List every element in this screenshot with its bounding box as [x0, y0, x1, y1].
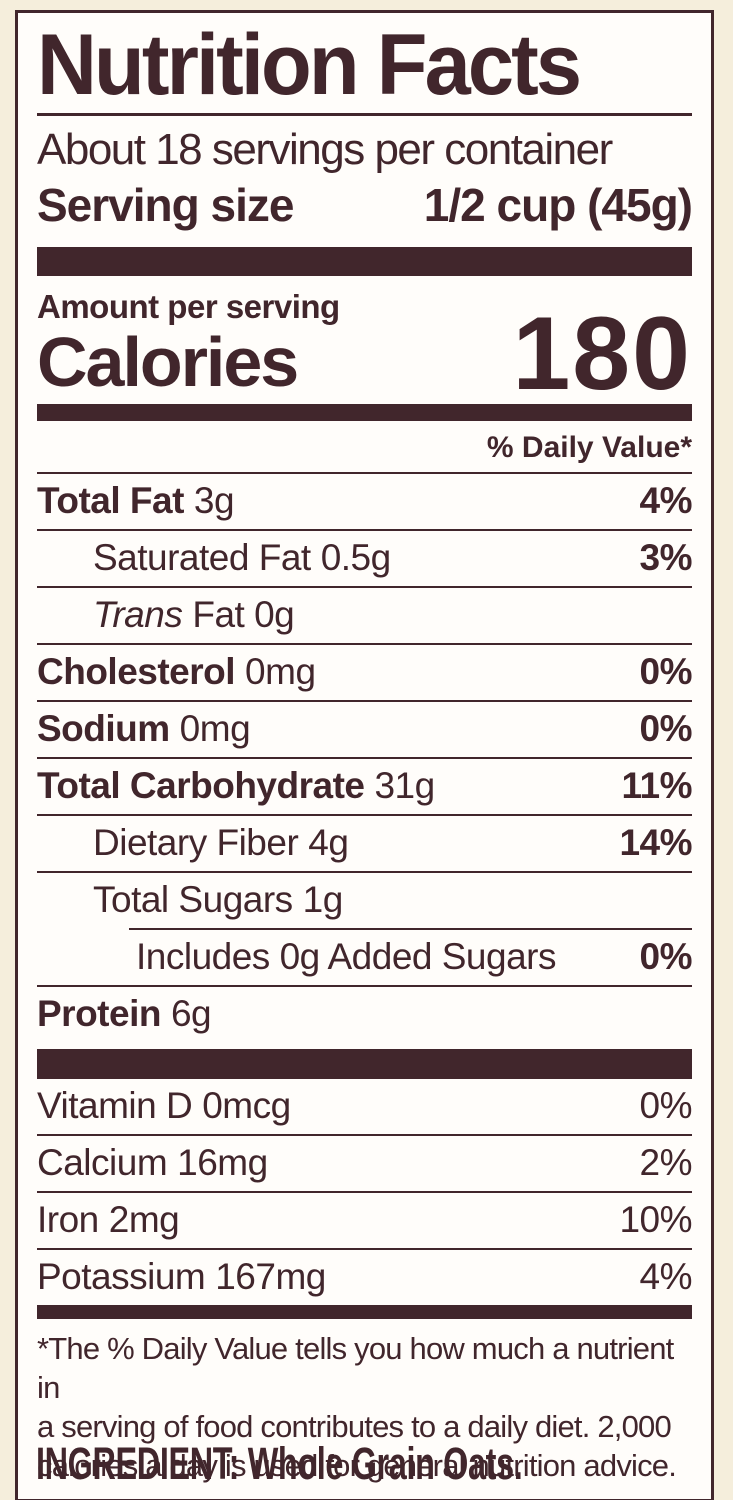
vitamin-amount: 0mcg	[202, 1085, 291, 1126]
vitamin-row-potassium: Potassium 167mg 4%	[37, 1250, 693, 1305]
vitamin-dv: 0%	[639, 1085, 693, 1126]
nutrient-row-trans-fat: Trans Fat 0g	[37, 588, 692, 645]
nutrient-amount: 3g	[193, 480, 235, 521]
nutrient-row-added-sugars: Includes 0g Added Sugars 0%	[37, 930, 693, 987]
daily-value-header: % Daily Value*	[37, 421, 692, 474]
vitamin-row-calcium: Calcium 16mg 2%	[37, 1136, 693, 1193]
vitamin-dv: 2%	[639, 1142, 693, 1183]
nutrient-name: Includes 0g Added Sugars	[136, 936, 557, 977]
nutrient-dv: 3%	[639, 537, 693, 578]
nutrient-amount: 6g	[170, 993, 212, 1034]
vitamin-name: Calcium	[37, 1142, 168, 1183]
nutrient-amount: Fat 0g	[192, 594, 295, 635]
section-bar-micronutrients	[37, 1049, 692, 1079]
vitamin-row-iron: Iron 2mg 10%	[37, 1193, 692, 1250]
nutrient-dv: 14%	[619, 822, 692, 863]
nutrient-dv: 0%	[639, 651, 693, 692]
calories-label: Calories	[37, 323, 299, 401]
nutrient-dv: 0%	[639, 708, 693, 749]
nutrient-name: Sodium	[37, 708, 170, 749]
vitamin-name: Vitamin D	[37, 1085, 193, 1126]
vitamin-name: Iron	[37, 1199, 99, 1240]
nutrient-name: Dietary Fiber	[93, 822, 299, 863]
vitamin-amount: 2mg	[108, 1199, 180, 1240]
section-bar-top	[37, 247, 692, 276]
serving-size-label: Serving size	[37, 179, 294, 231]
nutrient-dv: 11%	[621, 765, 692, 806]
vitamin-dv: 10%	[619, 1199, 692, 1240]
calories-value: 180	[512, 296, 692, 412]
added-sugars-divider	[129, 928, 692, 930]
servings-per-container: About 18 servings per container	[37, 125, 613, 174]
nutrient-row-cholesterol: Cholesterol 0mg 0%	[37, 645, 693, 702]
footnote-line: a serving of food contributes to a daily…	[37, 1409, 672, 1444]
calories-divider-bar	[37, 404, 692, 421]
nutrient-name: Cholesterol	[37, 651, 236, 692]
nutrient-dv: 4%	[639, 480, 693, 521]
nutrient-dv: 0%	[639, 936, 693, 977]
amount-per-serving-label: Amount per serving	[37, 288, 340, 325]
nutrition-facts-panel: Nutrition Facts About 18 servings per co…	[15, 10, 714, 1500]
nutrient-name: Protein	[37, 993, 161, 1034]
nutrient-row-sodium: Sodium 0mg 0%	[37, 702, 693, 759]
footnote-line: calories a day is used for general nutri…	[37, 1448, 677, 1483]
vitamin-name: Potassium	[37, 1256, 206, 1297]
vitamin-row-vitamin-d: Vitamin D 0mcg 0%	[37, 1079, 693, 1136]
nutrient-amount: 0mg	[179, 708, 251, 749]
daily-value-footnote: *The % Daily Value tells you how much a …	[37, 1329, 692, 1485]
title-divider	[37, 113, 692, 116]
nutrient-amount: 31g	[374, 765, 435, 806]
vitamin-dv: 4%	[639, 1256, 693, 1297]
footnote-line: *The % Daily Value tells you how much a …	[37, 1331, 674, 1405]
nutrient-name: Trans	[93, 594, 183, 635]
nutrient-amount: 4g	[308, 822, 349, 863]
nutrient-amount: 0mg	[245, 651, 316, 692]
vitamin-amount: 16mg	[177, 1142, 268, 1183]
nutrient-row-protein: Protein 6g	[37, 987, 692, 1049]
nutrient-name: Total Fat	[37, 480, 184, 521]
nutrient-amount: 1g	[302, 879, 344, 920]
serving-size-row: Serving size 1/2 cup (45g)	[37, 177, 693, 233]
footnote-divider-bar	[37, 1305, 692, 1319]
nutrient-name: Total Sugars	[93, 879, 293, 920]
ingredient-statement: INGREDIENT: Whole Grain Oats.	[36, 1438, 523, 1489]
nutrient-row-total-carbohydrate: Total Carbohydrate 31g 11%	[37, 759, 692, 816]
nutrient-row-total-sugars: Total Sugars 1g	[37, 873, 692, 928]
serving-size-value: 1/2 cup (45g)	[423, 179, 693, 231]
nutrition-facts-title: Nutrition Facts	[37, 17, 582, 113]
nutrient-amount: 0.5g	[320, 537, 392, 578]
nutrient-row-dietary-fiber: Dietary Fiber 4g 14%	[37, 816, 692, 873]
calories-section: Amount per serving Calories 180	[37, 288, 692, 406]
nutrient-name: Total Carbohydrate	[37, 765, 365, 806]
vitamin-amount: 167mg	[215, 1256, 326, 1297]
nutrient-row-total-fat: Total Fat 3g 4%	[37, 474, 693, 531]
nutrient-name: Saturated Fat	[93, 537, 311, 578]
nutrient-row-saturated-fat: Saturated Fat 0.5g 3%	[37, 531, 693, 588]
